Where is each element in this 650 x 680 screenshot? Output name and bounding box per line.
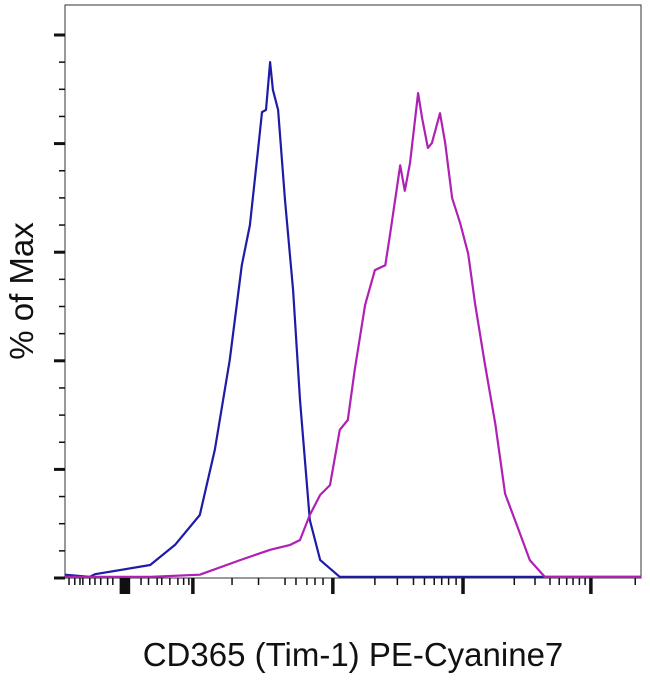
x-axis-ticks — [68, 578, 636, 594]
series-line-stained — [65, 91, 641, 579]
series-group — [64, 60, 641, 579]
x-axis-label: CD365 (Tim-1) PE-Cyanine7 — [143, 636, 564, 673]
y-axis-label: % of Max — [3, 222, 40, 360]
y-axis-ticks — [54, 33, 65, 580]
series-line-control — [64, 60, 641, 579]
plot-frame — [64, 4, 642, 579]
